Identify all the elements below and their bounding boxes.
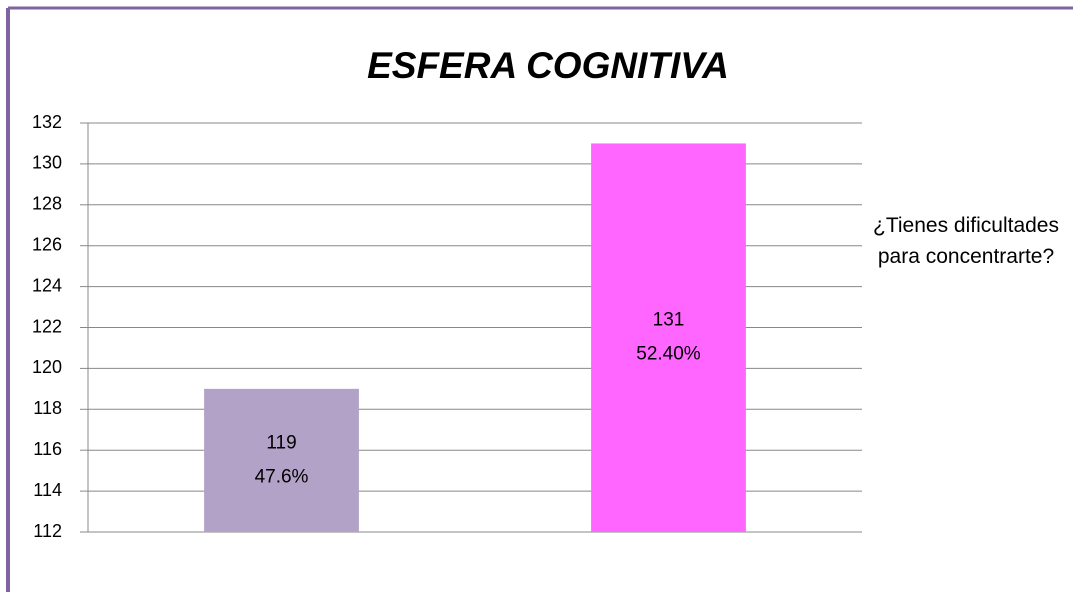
y-tick-label: 112 — [33, 521, 62, 541]
data-label: 119 — [266, 432, 296, 453]
bar — [591, 143, 746, 532]
y-tick-label: 126 — [32, 234, 62, 254]
data-label: 131 — [653, 310, 685, 331]
y-tick-label: 130 — [32, 153, 62, 173]
y-tick-label: 122 — [32, 316, 62, 336]
y-tick-label: 132 — [32, 112, 62, 132]
y-tick-label: 124 — [32, 275, 62, 295]
legend-entry: ¿Tienes dificultades para concentrarte? — [873, 214, 1059, 268]
bar — [204, 388, 359, 532]
y-tick-label: 118 — [33, 398, 62, 418]
data-label-share: 47.6% — [255, 466, 309, 487]
data-label-share: 52.40% — [636, 344, 701, 365]
y-tick-label: 114 — [33, 480, 62, 500]
y-tick-label: 120 — [32, 357, 62, 377]
y-tick-label: 116 — [33, 439, 62, 459]
y-tick-label: 128 — [32, 194, 62, 214]
chart-title: ESFERA COGNITIVA — [367, 45, 729, 86]
